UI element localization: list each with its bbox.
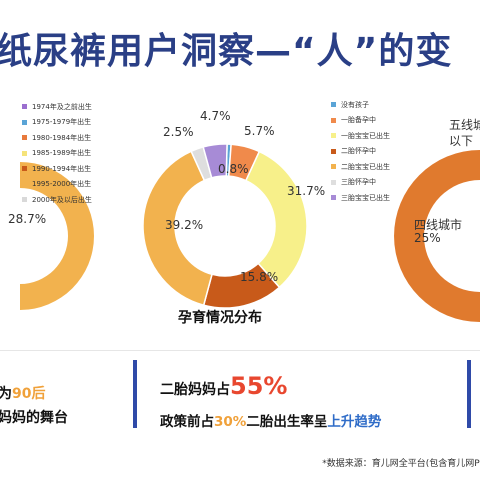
- birth-year-legend-label: 1990-1994年出生: [32, 164, 92, 173]
- birth-year-legend-item: 1995-2000年出生: [22, 177, 92, 193]
- pregnancy-legend-item: 一胎宝宝已出生: [331, 128, 390, 144]
- mid-insight-line2: 政策前占30%二胎出生率呈上升趋势: [160, 414, 382, 430]
- divider: [0, 350, 480, 351]
- right-value-3: 25%: [414, 231, 441, 245]
- pregnancy-legend-item: 二胎怀孕中: [331, 144, 390, 160]
- left-insight-line2: 妈妈的舞台: [0, 410, 68, 426]
- pregnancy-legend-swatch: [331, 164, 336, 170]
- pregnancy-legend-swatch: [331, 148, 336, 154]
- pregnancy-legend-label: 一胎宝宝已出生: [341, 131, 390, 140]
- birth-year-legend-label: 1985-1989年出生: [32, 149, 92, 158]
- pregnancy-legend-swatch: [331, 195, 336, 201]
- birth-year-legend-label: 1974年及之前出生: [32, 102, 92, 111]
- birth-year-legend-label: 1980-1984年出生: [32, 133, 92, 142]
- slice-label-0-8: 0.8%: [218, 162, 249, 176]
- pregnancy-legend-item: 三胎怀孕中: [331, 175, 390, 191]
- birth-year-legend-item: 2000年及以后出生: [22, 192, 92, 208]
- left-chart-value: 28.7%: [8, 212, 47, 226]
- left-donut-slice: [20, 162, 94, 310]
- birth-year-legend-swatch: [22, 119, 27, 125]
- pregnancy-legend-item: 没有孩子: [331, 97, 390, 113]
- right-label-1: 五线城: [449, 118, 480, 132]
- slice-label-2-5: 2.5%: [163, 125, 194, 139]
- left-insight-line1: 为90后: [0, 386, 46, 402]
- birth-year-legend-swatch: [22, 166, 27, 172]
- pregnancy-legend-item: 三胎宝宝已出生: [331, 190, 390, 206]
- page-title: 纸尿裤用户洞察—“人”的变: [0, 31, 453, 72]
- birth-year-legend-label: 2000年及以后出生: [32, 195, 92, 204]
- birth-year-legend-label: 1975-1979年出生: [32, 118, 92, 127]
- pregnancy-legend-label: 一胎备孕中: [341, 116, 376, 125]
- birth-year-legend-item: 1980-1984年出生: [22, 130, 92, 146]
- donut-slice-3: [244, 150, 308, 289]
- pregnancy-legend-label: 没有孩子: [341, 100, 369, 109]
- birth-year-legend-item: 1975-1979年出生: [22, 115, 92, 131]
- birth-year-legend-swatch: [22, 197, 27, 203]
- chart-subtitle: 孕育情况分布: [178, 310, 262, 326]
- pregnancy-legend-swatch: [331, 133, 336, 139]
- birth-year-legend-label: 1995-2000年出生: [32, 180, 92, 189]
- data-source-note: *数据来源：育儿网全平台(包含育儿网PC: [322, 459, 480, 469]
- birth-year-legend-swatch: [22, 181, 27, 187]
- slice-label-5-7: 5.7%: [244, 124, 275, 138]
- birth-year-legend-swatch: [22, 104, 27, 110]
- birth-year-legend-swatch: [22, 135, 27, 141]
- donut-slice-7: [202, 143, 228, 179]
- birth-year-legend-item: 1985-1989年出生: [22, 146, 92, 162]
- accent-bar: [133, 360, 137, 428]
- pregnancy-legend-swatch: [331, 117, 336, 123]
- pregnancy-legend-label: 二胎宝宝已出生: [341, 162, 390, 171]
- left-legend: 1974年及之前出生 1975-1979年出生 1980-1984年出生 1985-1…: [22, 99, 92, 208]
- birth-year-legend-item: 1974年及之前出生: [22, 99, 92, 115]
- pregnancy-legend-label: 二胎怀孕中: [341, 147, 376, 156]
- accent-bar-right: [467, 360, 471, 428]
- slice-label-15-8: 15.8%: [240, 270, 279, 284]
- slice-label-31-7: 31.7%: [287, 184, 326, 198]
- birth-year-legend-item: 1990-1994年出生: [22, 161, 92, 177]
- pregnancy-legend-swatch: [331, 102, 336, 108]
- right-donut-slice: [394, 150, 480, 322]
- pregnancy-legend-label: 三胎怀孕中: [341, 178, 376, 187]
- right-label-2: 以下: [449, 134, 474, 148]
- donut-slice-5: [142, 150, 213, 307]
- pregnancy-legend-item: 二胎宝宝已出生: [331, 159, 390, 175]
- pregnancy-legend-label: 三胎宝宝已出生: [341, 193, 390, 202]
- mid-insight-line1: 二胎妈妈占55%: [160, 372, 288, 400]
- slice-label-4-7: 4.7%: [200, 109, 231, 123]
- right-label-3: 四线城市: [414, 218, 463, 232]
- slice-label-39-2: 39.2%: [165, 218, 204, 232]
- pregnancy-legend-swatch: [331, 179, 336, 185]
- pregnancy-legend: 没有孩子一胎备孕中一胎宝宝已出生 二胎怀孕中二胎宝宝已出生 三胎怀孕中三胎宝宝已出生: [331, 97, 390, 206]
- pregnancy-legend-item: 一胎备孕中: [331, 113, 390, 129]
- birth-year-legend-swatch: [22, 150, 27, 156]
